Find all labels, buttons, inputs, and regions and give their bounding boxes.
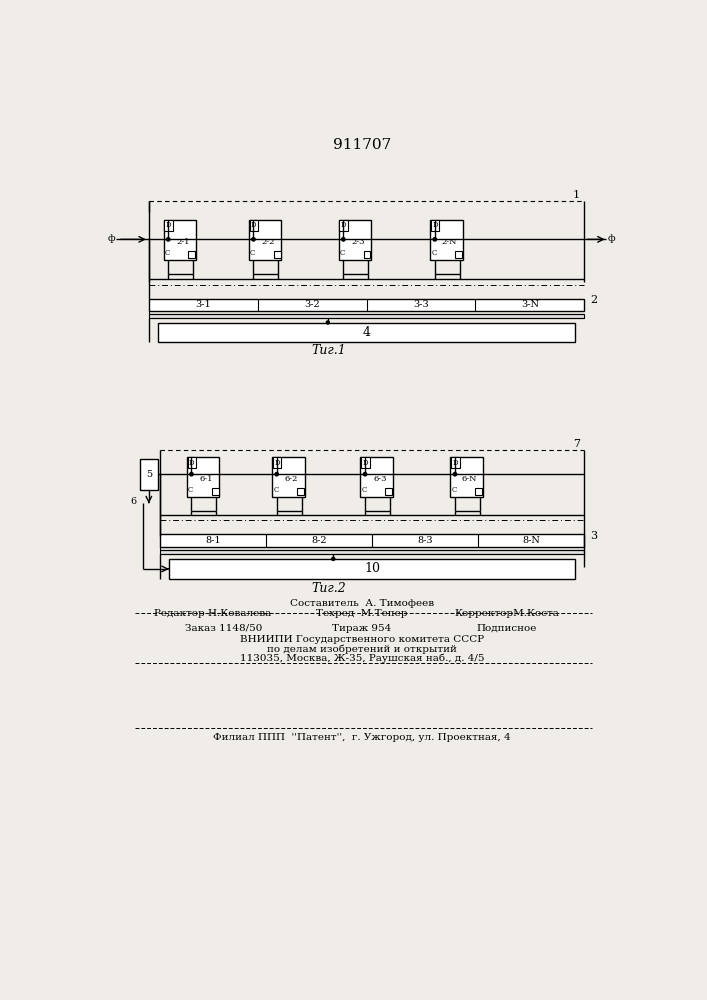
Text: D: D <box>433 221 438 229</box>
Bar <box>164 220 173 231</box>
Circle shape <box>453 473 457 476</box>
Text: Тираж 954: Тираж 954 <box>332 624 392 633</box>
Text: D: D <box>274 459 280 467</box>
Text: D: D <box>363 459 368 467</box>
Text: Τиг.2: Τиг.2 <box>311 582 346 595</box>
Bar <box>431 220 440 231</box>
Text: 8-1: 8-1 <box>205 536 221 545</box>
Text: 2: 2 <box>590 295 597 305</box>
Text: 3: 3 <box>590 531 597 541</box>
Bar <box>297 488 304 495</box>
Circle shape <box>433 238 436 241</box>
Bar <box>187 457 219 497</box>
Bar <box>363 251 370 258</box>
Text: по делам изобретений и открытий: по делам изобретений и открытий <box>267 644 457 654</box>
Text: D: D <box>341 221 346 229</box>
Text: 8-3: 8-3 <box>417 536 433 545</box>
Bar <box>188 251 195 258</box>
Text: 5: 5 <box>146 470 152 479</box>
Text: 113035, Москва, Ж-35, Раушская наб., д. 4/5: 113035, Москва, Ж-35, Раушская наб., д. … <box>240 653 484 663</box>
Text: 6: 6 <box>130 497 136 506</box>
Circle shape <box>275 473 279 476</box>
Bar <box>339 220 348 231</box>
Text: 7: 7 <box>573 439 580 449</box>
Text: 1: 1 <box>573 190 580 200</box>
Text: 6-1: 6-1 <box>199 475 213 483</box>
Text: 6-2: 6-2 <box>285 475 298 483</box>
Text: Подписное: Подписное <box>477 624 537 633</box>
Text: Τиг.1: Τиг.1 <box>311 344 346 358</box>
Text: 10: 10 <box>364 562 380 575</box>
Text: C: C <box>362 486 367 494</box>
Bar <box>149 314 585 318</box>
Bar <box>163 220 196 260</box>
Bar <box>249 220 281 260</box>
Bar <box>211 488 218 495</box>
Bar <box>160 550 585 554</box>
Bar <box>450 457 483 497</box>
Bar <box>339 220 371 260</box>
Bar <box>475 488 482 495</box>
Bar <box>361 457 370 468</box>
Bar <box>361 457 393 497</box>
Text: C: C <box>188 486 193 494</box>
Bar <box>273 457 281 468</box>
Text: 2-3: 2-3 <box>351 238 365 246</box>
Text: 3-1: 3-1 <box>195 300 211 309</box>
Bar <box>139 459 158 490</box>
Circle shape <box>363 473 367 476</box>
Text: D: D <box>251 221 257 229</box>
Text: C: C <box>431 249 437 257</box>
Text: 3-3: 3-3 <box>413 300 429 309</box>
Bar <box>158 323 575 342</box>
Bar <box>187 457 196 468</box>
Text: C: C <box>165 249 170 257</box>
Text: 911707: 911707 <box>333 138 391 152</box>
Circle shape <box>166 238 170 241</box>
Bar <box>455 251 462 258</box>
Text: ВНИИПИ Государственного комитета СССР: ВНИИПИ Государственного комитета СССР <box>240 635 484 644</box>
Bar <box>272 457 305 497</box>
Text: C: C <box>452 486 457 494</box>
Text: 8-2: 8-2 <box>311 536 327 545</box>
Circle shape <box>252 238 255 241</box>
Text: ф: ф <box>608 234 615 243</box>
Bar <box>274 251 281 258</box>
Circle shape <box>189 473 193 476</box>
Text: 6-N: 6-N <box>462 475 477 483</box>
Bar <box>160 534 585 547</box>
Circle shape <box>332 557 335 560</box>
Text: Составитель  А. Тимофеев: Составитель А. Тимофеев <box>290 599 434 608</box>
Text: 8-N: 8-N <box>522 536 540 545</box>
Text: D: D <box>166 221 171 229</box>
Bar <box>250 220 258 231</box>
Text: C: C <box>340 249 345 257</box>
Text: 2-N: 2-N <box>442 238 457 246</box>
Text: КорректорМ.Коста: КорректорМ.Коста <box>455 609 559 618</box>
Bar <box>430 220 462 260</box>
Text: Техред  М.Тепер: Техред М.Тепер <box>316 609 408 618</box>
Text: 2-2: 2-2 <box>262 238 275 246</box>
Circle shape <box>327 321 329 324</box>
Text: C: C <box>250 249 255 257</box>
Bar <box>149 299 585 311</box>
Text: Заказ 1148/50: Заказ 1148/50 <box>185 624 263 633</box>
Bar <box>451 457 460 468</box>
Text: 2-1: 2-1 <box>176 238 189 246</box>
Text: D: D <box>452 459 458 467</box>
Bar <box>169 559 575 579</box>
Text: 3-N: 3-N <box>521 300 539 309</box>
Text: C: C <box>274 486 279 494</box>
Text: Филиал ППП  ''Патент'',  г. Ужгород, ул. Проектная, 4: Филиал ППП ''Патент'', г. Ужгород, ул. П… <box>213 733 510 742</box>
Text: 3-2: 3-2 <box>304 300 320 309</box>
Bar <box>385 488 392 495</box>
Text: D: D <box>189 459 194 467</box>
Text: 4: 4 <box>363 326 370 339</box>
Text: ф: ф <box>107 234 115 243</box>
Text: 6-3: 6-3 <box>373 475 387 483</box>
Circle shape <box>341 238 345 241</box>
Text: Редактор Н.Ковалева: Редактор Н.Ковалева <box>153 609 271 618</box>
